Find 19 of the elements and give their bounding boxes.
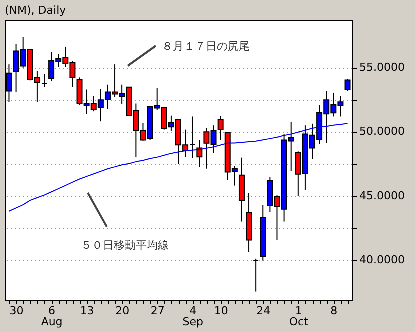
y-tick-label: 50.0000 bbox=[360, 125, 405, 138]
y-tick-label: 40.0000 bbox=[360, 254, 405, 267]
x-tick-label: 20 bbox=[116, 304, 130, 318]
x-tick-label: 6 Aug bbox=[41, 304, 63, 328]
x-tick-label: 24 bbox=[256, 304, 271, 318]
x-tick-label: 8 bbox=[330, 304, 338, 318]
y-tick-label: 55.0000 bbox=[360, 61, 405, 74]
annotation: ５０日移動平均線 bbox=[81, 239, 169, 252]
candlestick bbox=[41, 74, 48, 88]
x-tick-label: 1 Oct bbox=[289, 304, 310, 328]
chart-title: (NM), Daily bbox=[5, 4, 67, 17]
x-tick-label: 13 bbox=[80, 304, 94, 318]
y-tick-label: 45.0000 bbox=[360, 189, 405, 202]
x-tick-label: 27 bbox=[150, 304, 165, 318]
annotation: ８月１７日の尻尾 bbox=[162, 40, 250, 53]
x-tick-label: 10 bbox=[214, 304, 228, 318]
x-tick-label: 4 Sep bbox=[182, 304, 204, 328]
x-tick-label: 30 bbox=[10, 304, 24, 318]
candlestick bbox=[253, 258, 260, 292]
